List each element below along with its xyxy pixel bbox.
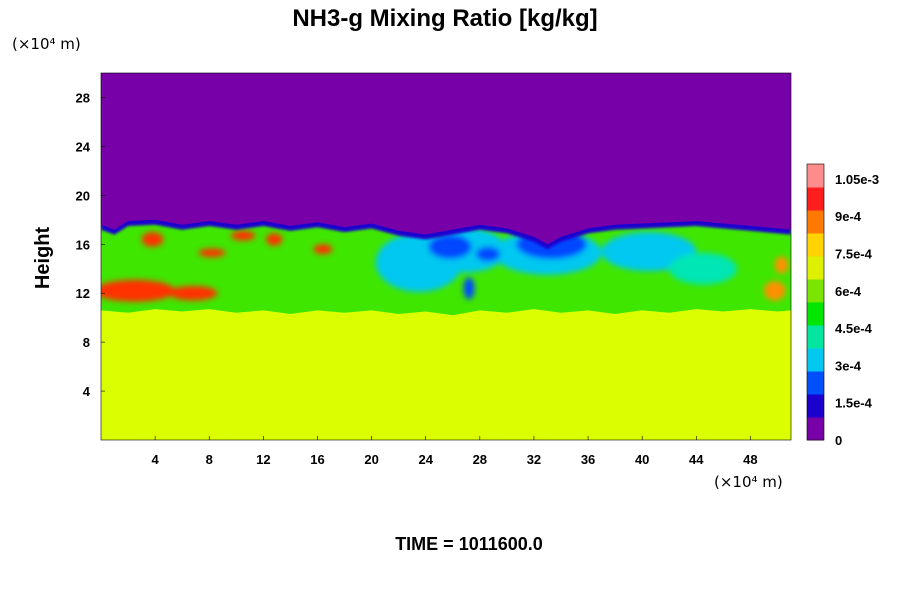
y-tick-label: 4 [83, 384, 91, 399]
colorbar-segment [807, 348, 824, 372]
time-label: TIME = 1011600.0 [395, 534, 543, 554]
feature-high-4 [230, 230, 256, 241]
y-tick-label: 16 [76, 237, 90, 252]
x-tick-label: 32 [527, 452, 541, 467]
feature-high-1 [168, 285, 218, 301]
colorbar-tick-label: 7.5e-4 [835, 247, 873, 262]
feature-low-13 [428, 234, 472, 259]
colorbar-segment [807, 210, 824, 234]
x-tick-label: 48 [743, 452, 757, 467]
colorbar-tick-label: 9e-4 [835, 209, 862, 224]
colorbar-segment [807, 164, 824, 188]
mixing-layer-features [101, 228, 789, 302]
colorbar-tick-label: 1.05e-3 [835, 172, 879, 187]
y-tick-label: 12 [76, 286, 90, 301]
colorbar-segment [807, 302, 824, 326]
x-tick-label: 20 [364, 452, 378, 467]
feature-high-8 [774, 256, 789, 274]
colorbar-segment [807, 394, 824, 418]
feature-high-3 [198, 248, 226, 258]
colorbar-frame [806, 163, 825, 441]
x-tick-label: 36 [581, 452, 595, 467]
x-tick-label: 24 [418, 452, 433, 467]
feature-high-6 [313, 244, 333, 255]
y-unit-label: (×10⁴ m) [12, 35, 81, 53]
y-tick-label: 8 [83, 335, 90, 350]
upper-layer-region [101, 73, 791, 245]
feature-high-2 [141, 232, 164, 247]
feature-high-7 [763, 280, 786, 301]
feature-low-15 [475, 246, 501, 262]
feature-low-12 [601, 232, 697, 272]
colorbar-segment [807, 256, 824, 280]
y-tick-label: 24 [76, 139, 91, 154]
x-tick-label: 12 [256, 452, 270, 467]
colorbar: 0 1.5e-4 3e-4 4.5e-4 6e-4 7.5e-4 9e-4 1.05e-3 [806, 163, 879, 448]
colorbar-tick-label: 1.5e-4 [835, 396, 873, 411]
colorbar-segment [807, 233, 824, 257]
x-unit-label: (×10⁴ m) [714, 473, 783, 491]
lower-layer-region [101, 309, 791, 440]
colorbar-segment [807, 279, 824, 303]
feature-high-0 [101, 279, 176, 302]
y-axis-label: Height [32, 227, 54, 290]
colorbar-segment [807, 187, 824, 211]
x-tick-labels: 4 8 12 16 20 24 28 32 36 40 44 48 [152, 436, 758, 467]
feature-low-16 [463, 277, 475, 300]
colorbar-tick-label: 3e-4 [835, 358, 862, 373]
colorbar-tick-label: 6e-4 [835, 284, 862, 299]
x-tick-label: 44 [689, 452, 704, 467]
x-tick-label: 4 [152, 452, 160, 467]
y-tick-label: 20 [76, 188, 90, 203]
x-tick-label: 16 [310, 452, 324, 467]
colorbar-tick-label: 4.5e-4 [835, 321, 873, 336]
x-tick-label: 8 [206, 452, 213, 467]
y-tick-labels: 4 8 12 16 20 24 28 [76, 90, 105, 399]
colorbar-segment [807, 371, 824, 395]
colorbar-segment [807, 325, 824, 349]
plot-frame [100, 72, 792, 441]
chart-title: NH3-g Mixing Ratio [kg/kg] [292, 5, 597, 32]
feature-low-17 [669, 252, 737, 285]
colorbar-tick-label: 0 [835, 433, 842, 448]
y-tick-label: 28 [76, 90, 90, 105]
colorbar-segment [807, 417, 824, 441]
feature-high-5 [266, 233, 283, 246]
x-tick-label: 40 [635, 452, 649, 467]
x-tick-label: 28 [473, 452, 487, 467]
heatmap-plot-area [101, 73, 791, 440]
